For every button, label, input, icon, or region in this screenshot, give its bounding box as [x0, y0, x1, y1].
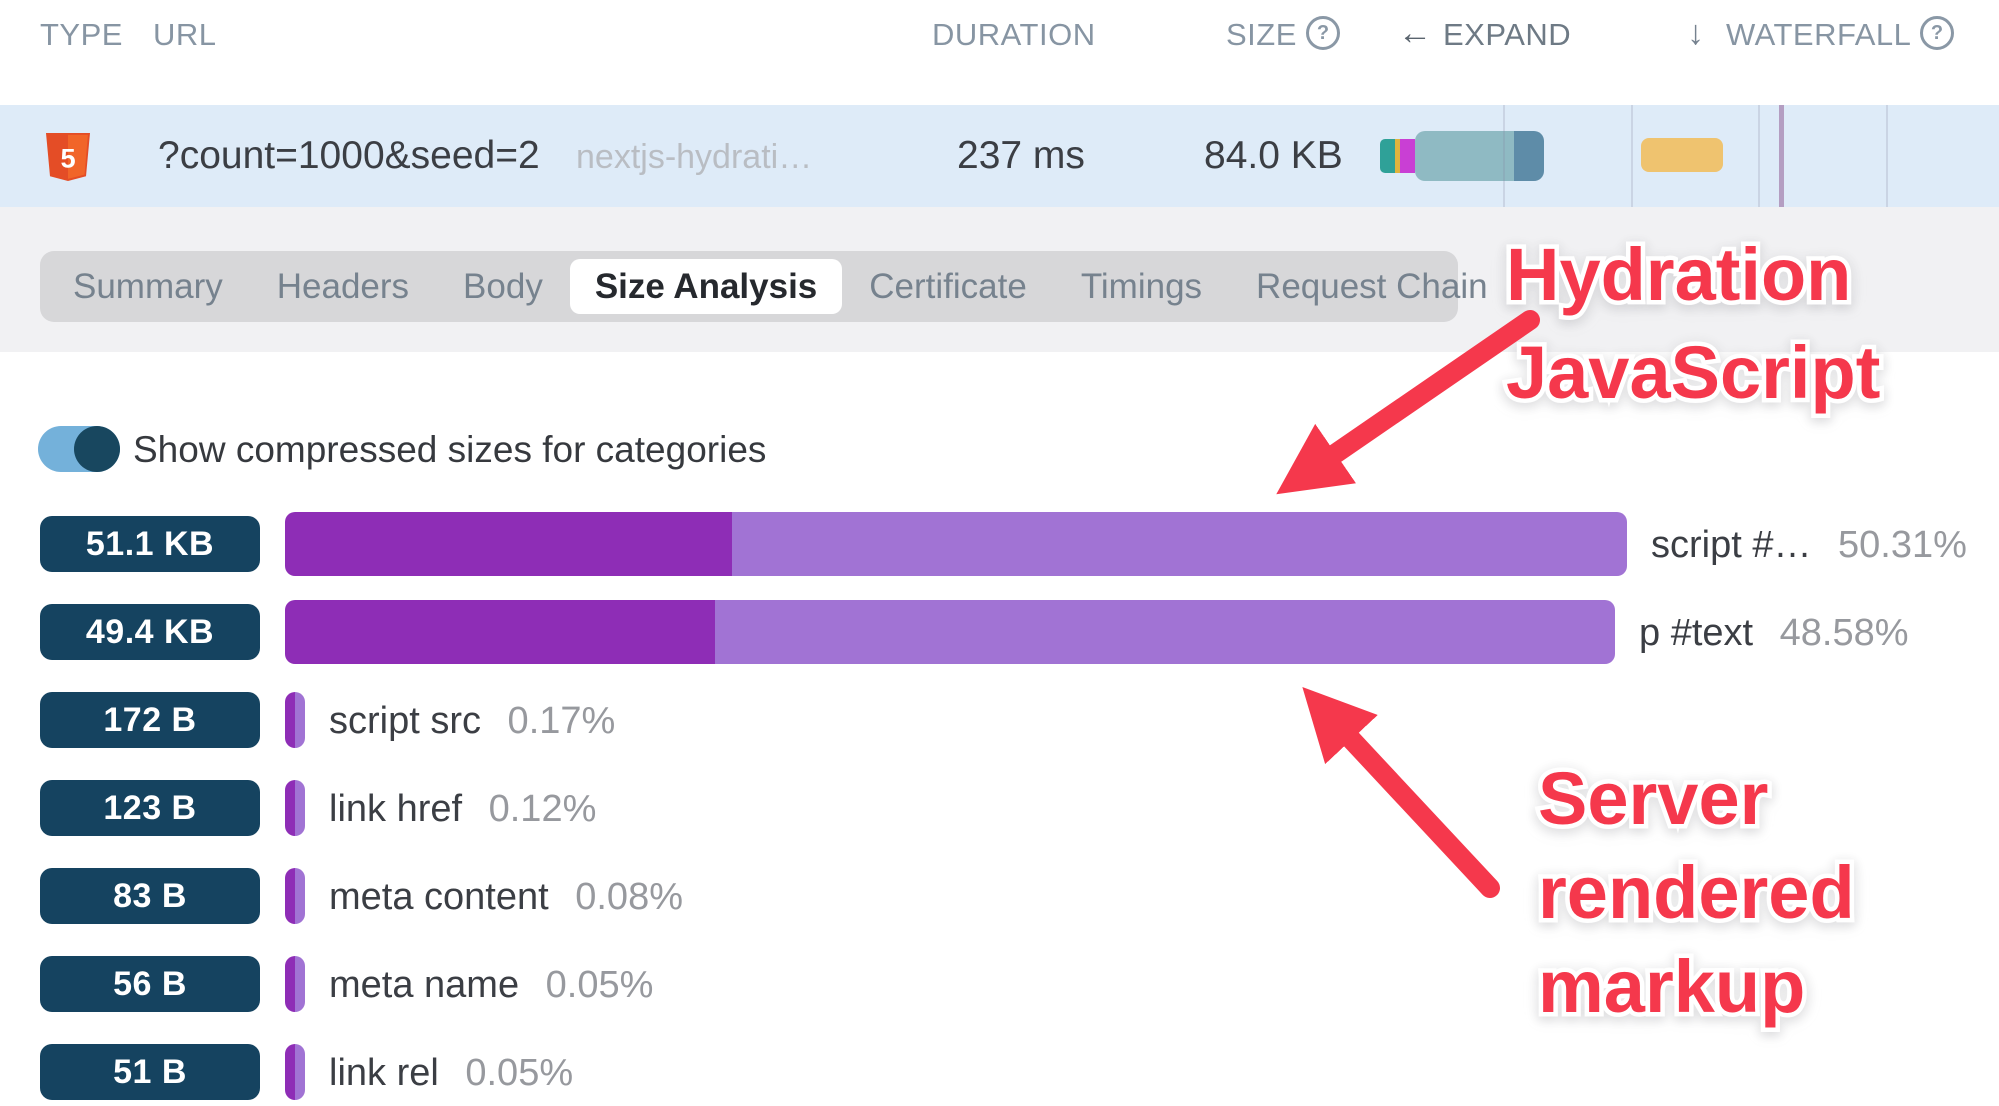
col-waterfall[interactable]: WATERFALL [1726, 17, 1912, 52]
request-duration: 237 ms [957, 134, 1085, 177]
collapse-left-arrow-icon: ← [1398, 14, 1432, 52]
annotation-line: Server [1534, 753, 1773, 845]
percent-label: 0.05% [535, 964, 654, 1006]
size-badge: 56 B [40, 956, 260, 1012]
annotation-server-rendered-markup: Server rendered markup [1534, 752, 1860, 1034]
annotation-line: Hydration [1501, 229, 1855, 321]
tab-body[interactable]: Body [463, 267, 543, 306]
waterfall-gridline [1503, 105, 1505, 207]
selector-label: script src [329, 700, 481, 742]
selector-label: meta content [329, 876, 549, 918]
tab-summary[interactable]: Summary [73, 267, 223, 306]
svg-text:5: 5 [60, 142, 75, 173]
size-bar[interactable] [285, 780, 305, 836]
green-segment [1380, 139, 1395, 173]
waterfall-help-icon[interactable]: ? [1920, 16, 1954, 50]
annotation-line: rendered [1534, 847, 1860, 939]
request-url: ?count=1000&seed=2 [158, 134, 540, 177]
selector-label: link rel [329, 1052, 439, 1094]
request-size: 84.0 KB [1204, 134, 1343, 177]
tab-size-analysis[interactable]: Size Analysis [569, 259, 843, 314]
size-badge: 123 B [40, 780, 260, 836]
size-badge: 51 B [40, 1044, 260, 1100]
size-row: 56 B meta name 0.05% [40, 952, 1999, 1016]
magenta-segment [1400, 139, 1415, 173]
size-row: 49.4 KB p #text 48.58% [40, 600, 1999, 664]
compressed-sizes-toggle[interactable] [38, 426, 120, 472]
annotation-line: JavaScript [1501, 327, 1884, 419]
waterfall-gridline [1631, 105, 1633, 207]
annotation-hydration-javascript: Hydration JavaScript [1501, 226, 1884, 422]
col-size: SIZE [1226, 17, 1297, 52]
expand-button[interactable]: EXPAND [1443, 17, 1572, 52]
waterfall-gridline [1886, 105, 1888, 207]
html5-icon: 5 [46, 133, 90, 181]
size-bar[interactable] [285, 692, 305, 748]
teal-segment [1415, 131, 1514, 181]
size-badge: 83 B [40, 868, 260, 924]
tab-bar: Summary Headers Body Size Analysis Certifica… [40, 251, 1488, 322]
size-bar[interactable] [285, 512, 1627, 576]
size-row: 123 B link href 0.12% [40, 776, 1999, 840]
waterfall-gridline [1758, 105, 1760, 207]
steel-segment [1514, 131, 1544, 181]
tab-request-chain[interactable]: Request Chain [1256, 267, 1488, 306]
selector-label: link href [329, 788, 463, 830]
tab-headers[interactable]: Headers [276, 267, 410, 306]
size-help-icon[interactable]: ? [1306, 16, 1340, 50]
size-badge: 49.4 KB [40, 604, 260, 660]
col-url: URL [153, 17, 217, 52]
request-domain: nextjs-hydrati… [576, 138, 813, 176]
toggle-knob [74, 426, 120, 472]
tab-certificate[interactable]: Certificate [869, 267, 1027, 306]
size-row: 51.1 KB script #… 50.31% [40, 512, 1999, 576]
selector-label: meta name [329, 964, 520, 1006]
col-type: TYPE [40, 17, 123, 52]
percent-label: 0.08% [564, 876, 683, 918]
waterfall-event-marker [1779, 105, 1784, 207]
percent-label: 0.12% [478, 788, 597, 830]
size-bar[interactable] [285, 956, 305, 1012]
sort-down-arrow-icon: ↓ [1687, 14, 1704, 52]
selector-label: p #text [1639, 612, 1754, 654]
size-badge: 51.1 KB [40, 516, 260, 572]
yellow-segment [1395, 139, 1400, 173]
detail-panel-header: Summary Headers Body Size Analysis Certifica… [0, 207, 1999, 352]
selector-label: script #… [1651, 524, 1812, 566]
col-duration: DURATION [932, 17, 1096, 52]
size-bar[interactable] [285, 600, 1615, 664]
size-row: 83 B meta content 0.08% [40, 864, 1999, 928]
size-bar[interactable] [285, 1044, 305, 1100]
request-row[interactable]: 5 ?count=1000&seed=2 nextjs-hydrati… 237… [0, 105, 1999, 207]
percent-label: 0.17% [497, 700, 616, 742]
size-bar[interactable] [285, 868, 305, 924]
toggle-label: Show compressed sizes for categories [133, 429, 767, 470]
size-badge: 172 B [40, 692, 260, 748]
waterfall-timing-bar[interactable] [1641, 138, 1723, 172]
size-row: 172 B script src 0.17% [40, 688, 1999, 752]
tab-timings[interactable]: Timings [1080, 267, 1203, 306]
percent-label: 48.58% [1769, 612, 1909, 654]
size-row: 51 B link rel 0.05% [40, 1040, 1999, 1104]
percent-label: 50.31% [1827, 524, 1967, 566]
percent-label: 0.05% [454, 1052, 574, 1094]
column-header-row: TYPE URL DURATION SIZE ? ← EXPAND ↓ WATE… [0, 0, 1999, 105]
annotation-line: markup [1534, 941, 1810, 1033]
